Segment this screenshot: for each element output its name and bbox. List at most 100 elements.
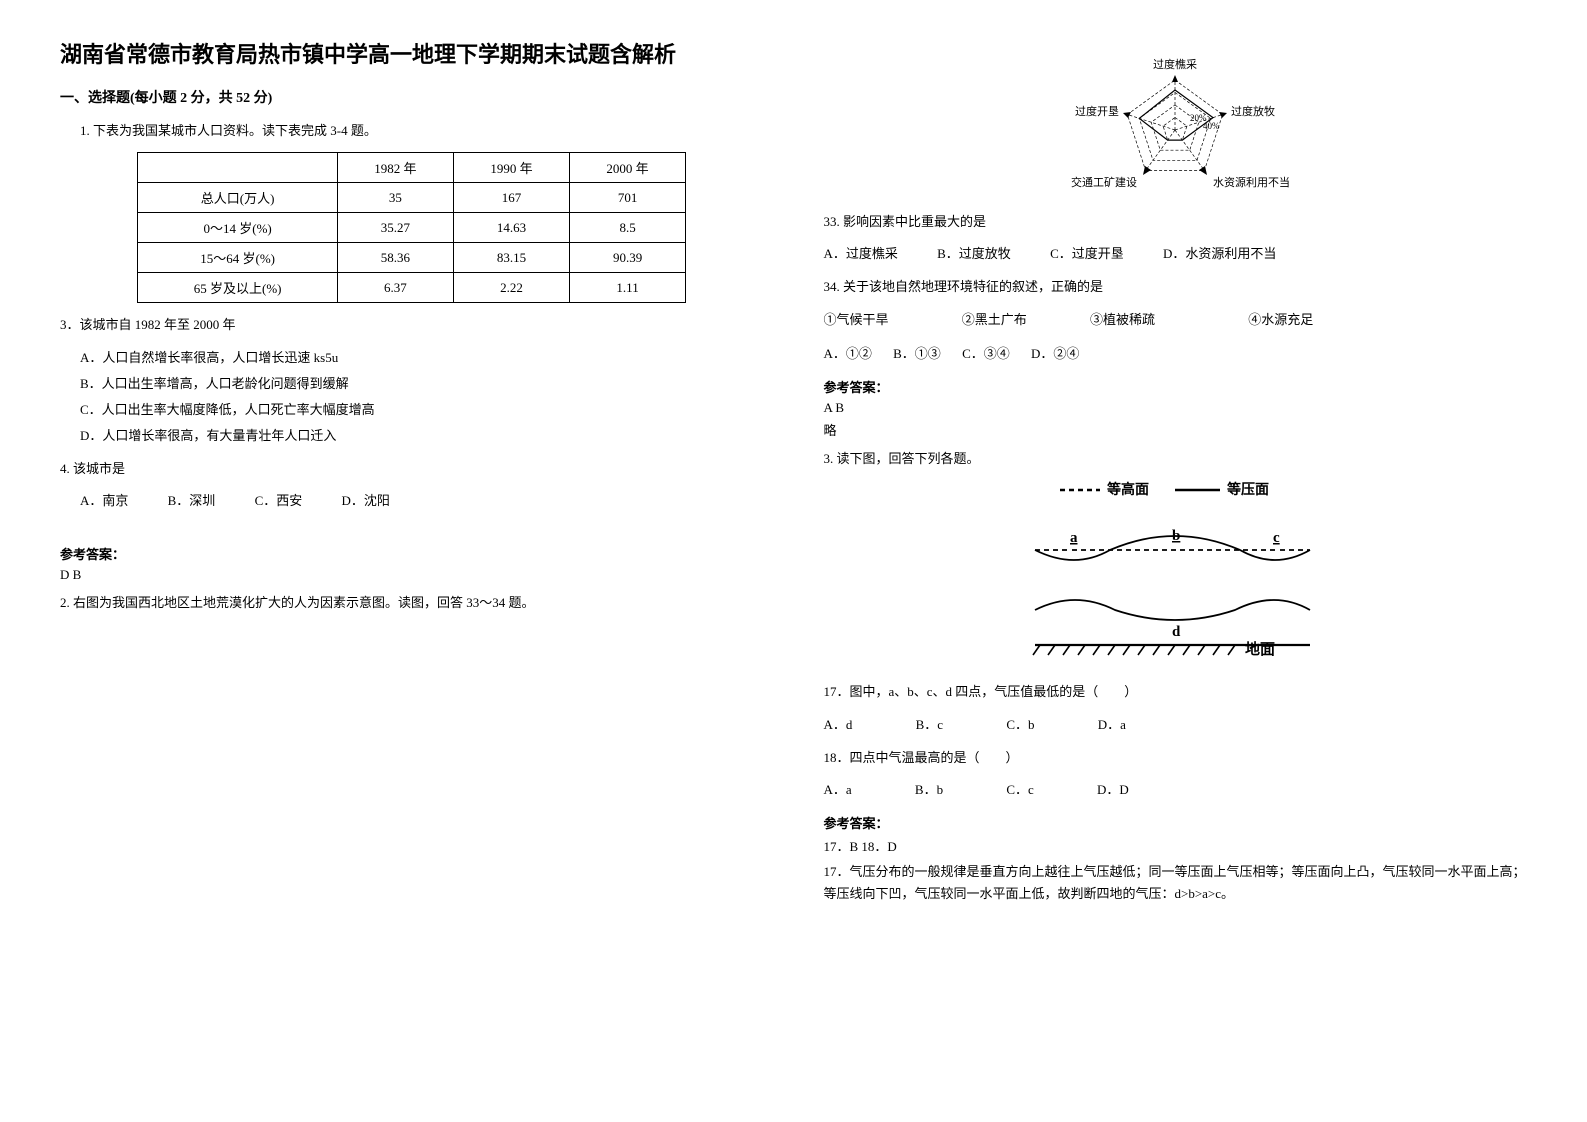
q34-stem: 34. 关于该地自然地理环境特征的叙述，正确的是 <box>824 275 1528 298</box>
option-c: C．c <box>1006 777 1033 803</box>
sub-4: ④水源充足 <box>1248 307 1313 333</box>
table-row: 0～14 岁(%) 35.27 14.63 8.5 <box>138 213 686 243</box>
q34-answer: D B <box>60 567 764 583</box>
table-cell: 35.27 <box>337 213 453 243</box>
option-d: D．水资源利用不当 <box>1163 241 1276 267</box>
q34-subitems: ①气候干旱 ②黑土广布 ③植被稀疏 ④水源充足 <box>824 307 1528 333</box>
table-cell: 0～14 岁(%) <box>138 213 338 243</box>
point-b: b <box>1172 528 1180 544</box>
table-header <box>138 153 338 183</box>
legend-dashed-label: 等高面 <box>1107 481 1149 498</box>
option-a: A．a <box>824 777 852 803</box>
option-b: B．①③ <box>893 341 941 367</box>
option-c: C．b <box>1006 712 1034 738</box>
table-header: 2000 年 <box>570 153 686 183</box>
q17-options: A．d B．c C．b D．a <box>824 712 1528 738</box>
radar-label-br: 水资源利用不当 <box>1213 175 1290 189</box>
legend-svg: 等高面 等压面 <box>1055 480 1315 500</box>
q3334-answer2: 略 <box>824 420 1528 439</box>
q4-options: A．南京 B．深圳 C．西安 D．沈阳 <box>80 488 764 514</box>
table-cell: 35 <box>337 183 453 213</box>
option-b: B．深圳 <box>168 488 216 514</box>
option-a: A．南京 <box>80 488 128 514</box>
table-header: 1990 年 <box>453 153 569 183</box>
table-cell: 167 <box>453 183 569 213</box>
table-header: 1982 年 <box>337 153 453 183</box>
q33-options: A．过度樵采 B．过度放牧 C．过度开垦 D．水资源利用不当 <box>824 241 1528 267</box>
option-a: A．人口自然增长率很高，人口增长迅速 ks5u <box>80 345 764 371</box>
q2-lead: 2. 右图为我国西北地区土地荒漠化扩大的人为因素示意图。读图，回答 33～34 … <box>60 591 764 614</box>
table-row: 总人口(万人) 35 167 701 <box>138 183 686 213</box>
option-a: A．过度樵采 <box>824 241 898 267</box>
page-title: 湖南省常德市教育局热市镇中学高一地理下学期期末试题含解析 <box>60 40 764 71</box>
q1-lead: 1. 下表为我国某城市人口资料。读下表完成 3-4 题。 <box>80 119 764 142</box>
q18-stem: 18．四点中气温最高的是（ ） <box>824 746 1528 769</box>
option-b: B．c <box>916 712 943 738</box>
table-cell: 总人口(万人) <box>138 183 338 213</box>
point-d: d <box>1172 624 1181 640</box>
radar-svg: 20% 40% 过度樵采 过度放牧 水资源利用不当 交通工矿建设 过度开垦 <box>1045 50 1305 200</box>
q4-stem: 4. 该城市是 <box>60 457 764 480</box>
right-column: 20% 40% 过度樵采 过度放牧 水资源利用不当 交通工矿建设 过度开垦 33… <box>824 40 1528 911</box>
table-cell: 65 岁及以上(%) <box>138 273 338 303</box>
radar-pct-40: 40% <box>1203 121 1220 131</box>
isobaric-diagram: a b c d <box>824 510 1528 670</box>
option-a: A．①② <box>824 341 872 367</box>
q3r-lead: 3. 读下图，回答下列各题。 <box>824 447 1528 470</box>
table-row: 15～64 岁(%) 58.36 83.15 90.39 <box>138 243 686 273</box>
q1718-expl: 17．气压分布的一般规律是垂直方向上越往上气压越低；同一等压面上气压相等；等压面… <box>824 861 1528 905</box>
legend-solid-label: 等压面 <box>1227 481 1269 498</box>
q18-options: A．a B．b C．c D．D <box>824 777 1528 803</box>
option-d: D．沈阳 <box>341 488 389 514</box>
q33-stem: 33. 影响因素中比重最大的是 <box>824 210 1528 233</box>
radar-label-top: 过度樵采 <box>1153 57 1197 71</box>
table-cell: 90.39 <box>570 243 686 273</box>
radar-chart: 20% 40% 过度樵采 过度放牧 水资源利用不当 交通工矿建设 过度开垦 <box>824 50 1528 200</box>
table-cell: 14.63 <box>453 213 569 243</box>
option-c: C．③④ <box>962 341 1010 367</box>
answer-label-2: 参考答案： <box>824 377 1528 396</box>
table-cell: 8.5 <box>570 213 686 243</box>
section-heading: 一、选择题(每小题 2 分，共 52 分) <box>60 87 764 107</box>
answer-label: 参考答案： <box>60 544 764 563</box>
table-header-row: 1982 年 1990 年 2000 年 <box>138 153 686 183</box>
q3-stem: 3．该城市自 1982 年至 2000 年 <box>60 313 764 336</box>
q34-options: A．①② B．①③ C．③④ D．②④ <box>824 341 1528 367</box>
radar-label-left: 过度开垦 <box>1075 104 1119 118</box>
q1718-answer: 17．B 18．D <box>824 836 1528 855</box>
table-cell: 1.11 <box>570 273 686 303</box>
option-b: B．过度放牧 <box>937 241 1011 267</box>
table-cell: 58.36 <box>337 243 453 273</box>
option-d: D．D <box>1097 777 1129 803</box>
isobaric-legend: 等高面 等压面 <box>824 480 1528 500</box>
option-a: A．d <box>824 712 853 738</box>
option-d: D．a <box>1098 712 1126 738</box>
table-row: 65 岁及以上(%) 6.37 2.22 1.11 <box>138 273 686 303</box>
option-c: C．过度开垦 <box>1050 241 1124 267</box>
isobaric-svg: a b c d <box>1030 510 1330 670</box>
sub-2: ②黑土广布 <box>962 307 1027 333</box>
q17-stem: 17．图中，a、b、c、d 四点，气压值最低的是（ ） <box>824 680 1528 703</box>
point-a: a <box>1070 530 1078 546</box>
ground-label: 地面 <box>1245 640 1275 658</box>
q3334-answer1: A B <box>824 400 1528 416</box>
table-cell: 15～64 岁(%) <box>138 243 338 273</box>
option-b: B．b <box>915 777 943 803</box>
point-c: c <box>1273 530 1280 546</box>
table-cell: 6.37 <box>337 273 453 303</box>
table-cell: 701 <box>570 183 686 213</box>
radar-label-bl: 交通工矿建设 <box>1071 175 1137 189</box>
population-table: 1982 年 1990 年 2000 年 总人口(万人) 35 167 701 … <box>137 152 686 303</box>
option-b: B．人口出生率增高，人口老龄化问题得到缓解 <box>80 371 764 397</box>
sub-1: ①气候干旱 <box>824 307 889 333</box>
option-d: D．人口增长率很高，有大量青壮年人口迁入 <box>80 423 764 449</box>
answer-label-3: 参考答案： <box>824 813 1528 832</box>
left-column: 湖南省常德市教育局热市镇中学高一地理下学期期末试题含解析 一、选择题(每小题 2… <box>60 40 764 911</box>
option-d: D．②④ <box>1031 341 1079 367</box>
option-c: C．人口出生率大幅度降低，人口死亡率大幅度增高 <box>80 397 764 423</box>
q3-options: A．人口自然增长率很高，人口增长迅速 ks5u B．人口出生率增高，人口老龄化问… <box>80 345 764 449</box>
table-cell: 83.15 <box>453 243 569 273</box>
table-cell: 2.22 <box>453 273 569 303</box>
radar-label-right: 过度放牧 <box>1231 104 1275 118</box>
sub-3: ③植被稀疏 <box>1090 307 1155 333</box>
